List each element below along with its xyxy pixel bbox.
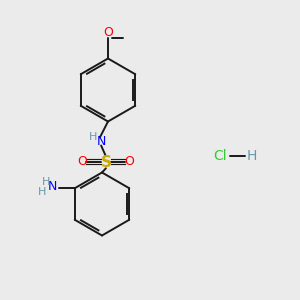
Text: H: H [42,177,51,187]
Text: O: O [78,155,87,168]
Text: N: N [48,180,57,193]
Text: N: N [96,135,106,148]
Text: S: S [100,155,111,170]
Text: Cl: Cl [214,149,227,163]
Text: O: O [103,26,113,39]
Text: H: H [246,149,256,163]
Text: O: O [124,155,134,168]
Text: H: H [38,187,46,197]
Text: H: H [89,132,97,142]
